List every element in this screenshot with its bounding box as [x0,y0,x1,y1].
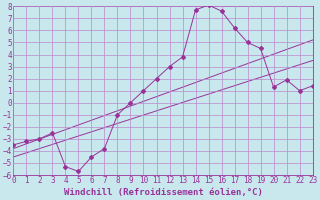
X-axis label: Windchill (Refroidissement éolien,°C): Windchill (Refroidissement éolien,°C) [64,188,262,197]
